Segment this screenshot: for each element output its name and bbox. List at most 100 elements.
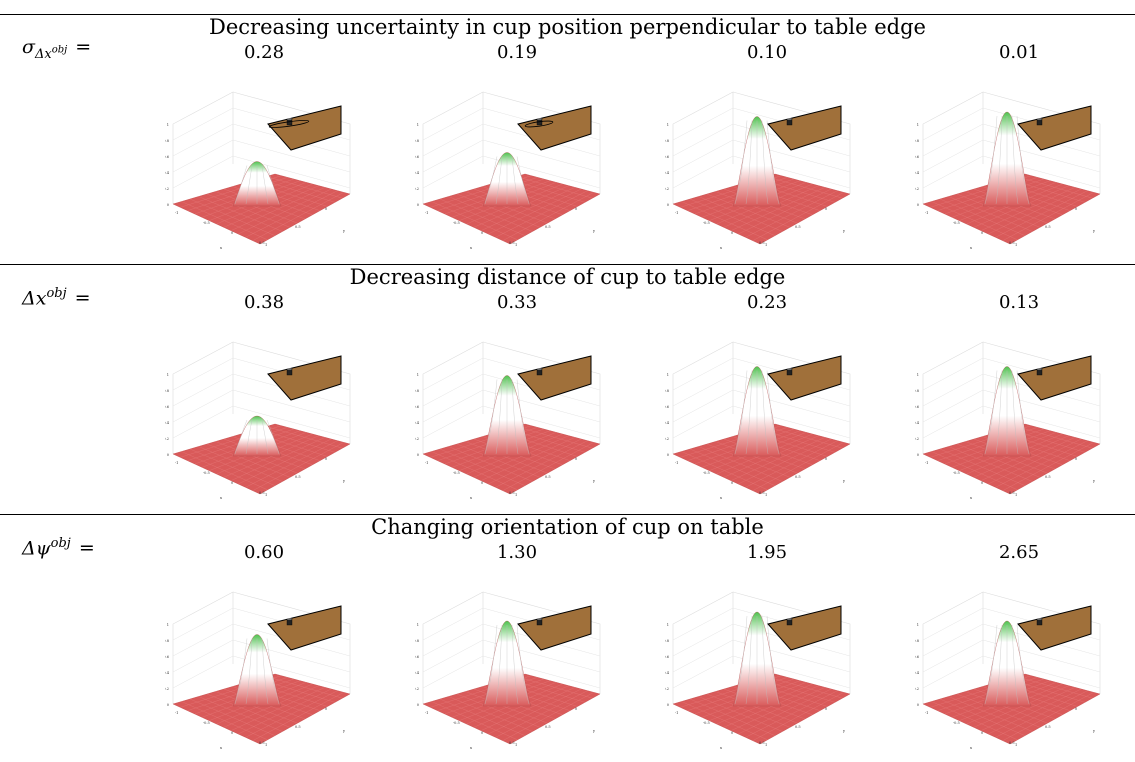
- z-tick-label: 0.6: [665, 155, 669, 159]
- x-tick-label: 0.5: [1009, 491, 1015, 495]
- grid-line: [672, 607, 734, 641]
- axis-wall: [482, 341, 601, 444]
- x-axis-label: x: [470, 496, 472, 500]
- parameter-value: 0.13: [998, 292, 1040, 313]
- z-tick-label: 0.4: [165, 671, 170, 675]
- x-tick-label: 0.5: [509, 491, 515, 495]
- table-surface: [767, 105, 842, 151]
- axis-wall: [982, 91, 1101, 194]
- parameter-value: 0.28: [243, 42, 285, 63]
- cup-icon: [1036, 618, 1043, 626]
- peak-mesh-line: [984, 115, 998, 205]
- x-tick-label: -0.5: [453, 471, 460, 475]
- label-symbol: Δx: [22, 287, 47, 310]
- z-tick-label: 0.6: [915, 655, 919, 659]
- x-tick-label: -1: [425, 211, 428, 215]
- x-tick-label: -1: [925, 461, 928, 465]
- grid-line: [422, 623, 484, 657]
- grid-line: [672, 655, 734, 689]
- surface-plot-svg: 00.20.40.60.81Pr(success|x,y)-1-0.500.51…: [665, 341, 851, 500]
- peak-mesh-line: [1011, 370, 1019, 455]
- y-tick-label: 0: [325, 707, 327, 711]
- peak-mesh-line: [245, 638, 253, 705]
- peak-mesh-line: [516, 156, 530, 205]
- floor-grid-line: [1016, 426, 1093, 449]
- y-tick-label: 0: [1075, 707, 1077, 711]
- z-tick-label: 1: [417, 123, 419, 127]
- parameter-value: 0.23: [746, 292, 788, 313]
- peak-mesh-line: [984, 370, 998, 455]
- z-tick-label: 1: [167, 123, 169, 127]
- x-tick-label: 0.5: [259, 241, 265, 245]
- y-axis-label: y: [1092, 729, 1095, 733]
- grid-line: [922, 139, 984, 173]
- x-axis-label: x: [220, 246, 222, 250]
- grid-line: [422, 655, 484, 689]
- peak-mesh-line: [745, 120, 753, 205]
- table-surface: [1017, 105, 1092, 151]
- x-axis-label: x: [720, 246, 722, 250]
- peak-mesh-line: [234, 419, 248, 455]
- floor-grid-line: [516, 426, 593, 449]
- z-tick-label: 0: [917, 453, 919, 457]
- floor-grid-line: [266, 176, 343, 199]
- grid-line: [672, 639, 734, 673]
- grid-line: [422, 607, 484, 641]
- parameter-value: 0.10: [746, 42, 788, 63]
- z-tick-label: 0.8: [665, 389, 669, 393]
- y-tick-label: 0.5: [795, 225, 801, 229]
- grid-line: [232, 155, 351, 189]
- label-subscript-superscript: obj: [51, 44, 68, 56]
- peak-mesh-line: [761, 120, 769, 205]
- probability-surface-plot: 00.20.40.60.81Pr(success|x,y)-1-0.500.51…: [915, 334, 1115, 504]
- y-tick-label: 1: [765, 243, 767, 247]
- grid-line: [172, 389, 234, 423]
- y-axis-label: y: [342, 229, 345, 233]
- floor-grid-line: [252, 442, 344, 491]
- floor-grid-line: [1002, 442, 1094, 491]
- y-axis-label: y: [842, 229, 845, 233]
- table-surface: [767, 605, 842, 651]
- grid-line: [422, 639, 484, 673]
- grid-line: [922, 389, 984, 423]
- z-tick-label: 0: [417, 703, 419, 707]
- grid-line: [422, 123, 484, 157]
- z-tick-label: 0.2: [915, 437, 919, 441]
- x-tick-label: -1: [425, 711, 428, 715]
- y-tick-label: 0: [825, 707, 827, 711]
- grid-line: [232, 139, 351, 173]
- y-tick-label: 1: [515, 493, 517, 497]
- grid-line: [172, 123, 234, 157]
- grid-line: [232, 389, 351, 423]
- z-tick-label: 1: [667, 123, 669, 127]
- grid-line: [922, 623, 984, 657]
- x-tick-label: -1: [925, 711, 928, 715]
- peak-mesh-line: [766, 615, 780, 705]
- floor-grid-line: [752, 192, 844, 241]
- z-tick-label: 0: [917, 203, 919, 207]
- table-surface: [517, 355, 592, 401]
- y-axis-label: y: [842, 479, 845, 483]
- y-tick-label: 0.5: [1045, 225, 1051, 229]
- y-tick-label: 0: [1075, 457, 1077, 461]
- peak-mesh-line: [734, 370, 748, 455]
- grid-line: [922, 123, 984, 157]
- z-tick-label: 0.6: [915, 405, 919, 409]
- cup-icon: [286, 618, 293, 626]
- peak-mesh-line: [995, 370, 1003, 455]
- parameter-value: 0.33: [496, 292, 538, 313]
- floor-grid-line: [245, 440, 338, 488]
- parameter-value: 0.19: [496, 42, 538, 63]
- probability-surface-plot: 00.20.40.60.81Pr(success|x,y)-1-0.500.51…: [165, 84, 365, 254]
- parameter-value: 0.38: [243, 292, 285, 313]
- y-tick-label: 1: [515, 743, 517, 747]
- floor-grid-line: [995, 440, 1088, 488]
- z-tick-label: 0.2: [665, 187, 669, 191]
- grid-line: [672, 123, 734, 157]
- label-symbol: σ: [22, 36, 35, 58]
- y-tick-label: 0.5: [1045, 475, 1051, 479]
- peak-mesh-line: [511, 624, 519, 705]
- floor-grid-line: [495, 190, 588, 238]
- grid-line: [672, 373, 734, 407]
- y-tick-label: 0.5: [1045, 725, 1051, 729]
